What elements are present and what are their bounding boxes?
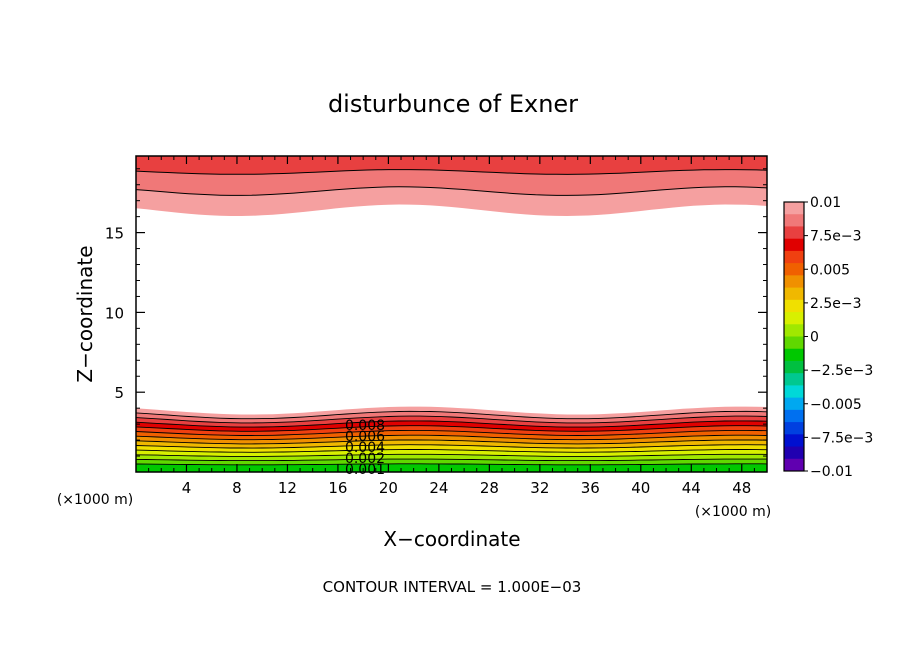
x-tick-label: 16 [328, 479, 347, 497]
colorbar-swatch [784, 263, 804, 276]
colorbar-swatch [784, 385, 804, 399]
colorbar-tick-label: −0.01 [810, 464, 853, 480]
contour-line [136, 458, 767, 462]
contour-interval-note: CONTOUR INTERVAL = 1.000E−03 [323, 578, 582, 596]
contour-label: 0.008 [345, 418, 385, 434]
contour-band [136, 169, 767, 196]
contour-line [136, 186, 767, 196]
y-axis-label: Z−coordinate [73, 245, 97, 382]
colorbar-swatch [784, 397, 804, 411]
contour-lines [136, 169, 767, 466]
colorbar: 0.01 7.5e−3 0.005 2.5e−3 0 −2.5e−3 −0.005 −7.5e… [783, 195, 873, 480]
chart-title: disturbunce of Exner [328, 90, 578, 118]
x-tick-label: 36 [581, 479, 600, 497]
x-axis-label: X−coordinate [383, 527, 520, 551]
x-unit-left: (×1000 m) [57, 492, 133, 508]
x-tick-label: 8 [232, 479, 242, 497]
contour-band [136, 440, 767, 449]
contour-label: 0.004 [345, 440, 385, 456]
x-tick-label: 28 [480, 479, 499, 497]
colorbar-swatch [784, 446, 804, 460]
colorbar-tick-label: −0.005 [810, 397, 862, 413]
colorbar-swatch [784, 226, 804, 240]
contour-band [136, 463, 767, 472]
contour-line [136, 444, 767, 449]
colorbar-swatch [784, 312, 804, 325]
colorbar-swatch [784, 238, 804, 252]
x-tick-label: 32 [530, 479, 549, 497]
colorbar-swatch [784, 324, 804, 337]
colorbar-swatch [784, 360, 804, 374]
colorbar-swatch [784, 458, 804, 472]
contour-line [136, 410, 767, 420]
contour-band [136, 430, 767, 440]
contour-band [136, 411, 767, 423]
colorbar-swatch [784, 434, 804, 448]
contour-line [136, 449, 767, 453]
contour-band [136, 156, 767, 175]
x-unit-right: (×1000 m) [695, 504, 771, 520]
contour-label: 0.001 [345, 462, 385, 478]
colorbar-tick-label: 2.5e−3 [810, 296, 862, 312]
y-tick-label: 15 [105, 225, 124, 243]
contour-band [136, 435, 767, 444]
contour-band [136, 406, 767, 419]
colorbar-tick-label: −7.5e−3 [810, 430, 873, 446]
colorbar-tick-label: 0.01 [810, 195, 841, 211]
x-tick-label: 20 [379, 479, 398, 497]
colorbar-tick-label: 7.5e−3 [810, 229, 862, 245]
contour-label: 0.006 [345, 429, 385, 445]
x-tick-label: 44 [682, 479, 701, 497]
colorbar-swatch [784, 422, 804, 435]
contour-line [136, 169, 767, 175]
contour-label: 0.002 [345, 451, 385, 467]
colorbar-swatch [784, 409, 804, 423]
colorbar-swatch [784, 250, 804, 264]
contour-band [136, 449, 767, 457]
colorbar-tick-label: 0 [810, 330, 819, 346]
contour-band [136, 454, 767, 461]
contour-line [136, 434, 767, 441]
x-tick-label: 4 [182, 479, 192, 497]
contour-line [136, 429, 767, 436]
colorbar-swatch [784, 214, 804, 227]
contour-band [136, 444, 767, 453]
colorbar-swatch [784, 299, 804, 313]
y-tick-label: 5 [114, 384, 124, 402]
contour-labels: 0.008 0.006 0.004 0.002 0.001 [345, 418, 385, 478]
colorbar-swatch [784, 348, 804, 362]
colorbar-swatch [784, 373, 804, 386]
colorbar-swatch [784, 287, 804, 301]
colorbar-tick-label: −2.5e−3 [810, 363, 873, 379]
contour-band [136, 425, 767, 436]
x-tick-label: 40 [631, 479, 650, 497]
contour-line [136, 439, 767, 445]
x-tick-label: 24 [429, 479, 448, 497]
contour-line [136, 425, 767, 432]
x-tick-label: 48 [732, 479, 751, 497]
y-tick-label: 10 [105, 304, 124, 322]
colorbar-swatch [784, 336, 804, 350]
contour-line [136, 463, 767, 466]
colorbar-swatch [784, 202, 804, 215]
x-tick-label: 12 [278, 479, 297, 497]
contour-fills [136, 156, 767, 472]
contour-line [136, 453, 767, 457]
contour-line [136, 420, 767, 428]
colorbar-tick-label: 0.005 [810, 262, 850, 278]
contour-line [136, 415, 767, 424]
colorbar-swatch [784, 275, 804, 289]
